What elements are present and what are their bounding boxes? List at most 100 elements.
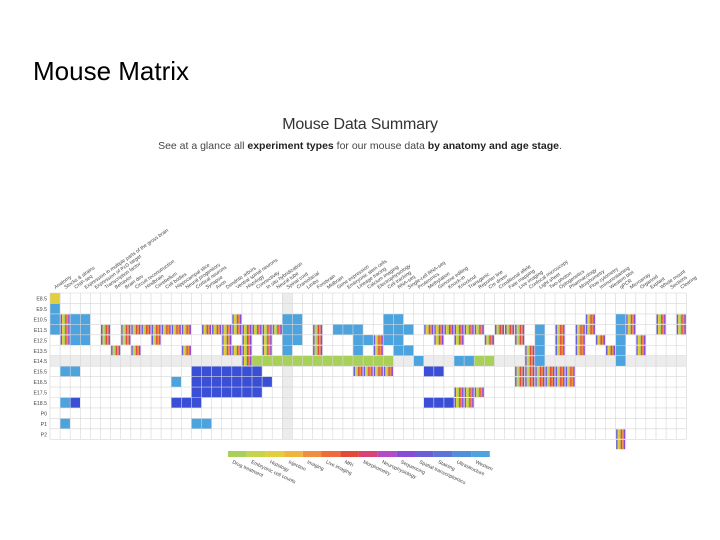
matrix-cell-stripe <box>222 335 224 345</box>
matrix-cell-stripe <box>389 366 392 377</box>
row-label: E17.5 <box>33 391 47 397</box>
matrix-cell-stripe <box>441 324 444 335</box>
matrix-cell-stripe <box>164 324 167 335</box>
matrix-cell-stripe <box>151 324 154 335</box>
matrix-cell-stripe <box>127 324 129 335</box>
matrix-cell-stripe <box>376 335 379 345</box>
matrix-cell-stripe <box>577 324 579 335</box>
matrix-cell-stripe <box>60 335 63 345</box>
matrix-cell-stripe <box>558 335 561 345</box>
matrix-cell-stripe <box>573 366 575 377</box>
legend-swatch <box>284 451 303 457</box>
matrix-cell-stripe <box>616 429 618 439</box>
matrix-cell-stripe <box>117 345 119 356</box>
matrix-cell-stripe <box>189 345 191 356</box>
row-label: E18.5 <box>33 401 47 407</box>
matrix-cell-stripe <box>516 335 519 345</box>
matrix-cell <box>171 376 182 388</box>
matrix-cell <box>191 418 202 429</box>
matrix-cell <box>272 355 283 367</box>
matrix-cell-stripe <box>451 324 454 335</box>
matrix-cell <box>443 397 454 408</box>
matrix-cell-stripe <box>525 377 527 387</box>
matrix-cell-stripe <box>235 345 237 356</box>
matrix-cell-stripe <box>254 324 256 335</box>
matrix-cell-stripe <box>375 345 377 356</box>
matrix-cell-stripe <box>154 335 157 345</box>
matrix-cell-stripe <box>681 314 683 324</box>
matrix-cell <box>191 387 202 398</box>
matrix-cell-stripe <box>460 398 463 408</box>
matrix-cell-stripe <box>499 324 502 335</box>
matrix-cell-stripe <box>480 324 483 335</box>
matrix-cell-stripe <box>105 335 108 345</box>
matrix-cell-stripe <box>181 345 184 356</box>
matrix-cell-stripe <box>148 324 151 335</box>
matrix-cell-stripe <box>682 314 685 324</box>
matrix-cell-stripe <box>440 324 442 335</box>
matrix-cell-stripe <box>603 335 606 345</box>
matrix-cell-stripe <box>246 335 249 345</box>
matrix-cell-stripe <box>459 398 461 408</box>
matrix-cell-stripe <box>435 324 438 335</box>
matrix-cell-stripe <box>245 324 247 335</box>
matrix-cell-stripe <box>502 324 505 335</box>
matrix-cell-stripe <box>267 324 269 335</box>
matrix-cell <box>464 355 475 367</box>
matrix-cell-stripe <box>560 366 562 377</box>
matrix-cell-stripe <box>479 324 481 335</box>
matrix-cell-stripe <box>229 345 232 356</box>
matrix-cell-stripe <box>151 335 154 345</box>
matrix-cell-stripe <box>239 314 242 324</box>
matrix-cell-stripe <box>518 324 520 335</box>
matrix-cell-stripe <box>522 335 525 345</box>
matrix-cell-stripe <box>568 366 571 377</box>
matrix-cell-stripe <box>248 345 251 356</box>
matrix-cell <box>363 334 374 346</box>
matrix-cell-stripe <box>585 324 588 335</box>
matrix-cell-stripe <box>492 335 494 345</box>
matrix-cell-stripe <box>219 324 222 335</box>
matrix-cell-stripe <box>548 366 550 377</box>
matrix-cell-stripe <box>612 345 614 356</box>
matrix-cell <box>302 355 313 367</box>
matrix-cell-stripe <box>536 377 539 387</box>
matrix-cell-stripe <box>366 366 369 377</box>
matrix-cell-stripe <box>189 324 191 335</box>
row-label: E9.5 <box>36 307 47 313</box>
subtitle-emphasis: by anatomy and age stage <box>427 140 560 152</box>
matrix-cell-stripe <box>636 335 638 345</box>
matrix-cell-stripe <box>558 377 561 387</box>
matrix-cell-stripe <box>528 345 530 356</box>
matrix-cell-stripe <box>246 356 249 366</box>
matrix-cell-stripe <box>560 335 562 345</box>
matrix-cell-stripe <box>243 345 246 356</box>
matrix-cell <box>342 324 353 335</box>
matrix-cell-stripe <box>542 377 545 387</box>
matrix-cell-stripe <box>316 335 318 345</box>
matrix-cell-stripe <box>365 366 367 377</box>
matrix-cell-stripe <box>456 398 458 408</box>
row-label: E13.5 <box>33 349 47 355</box>
matrix-cell-stripe <box>457 387 460 397</box>
matrix-cell <box>353 334 364 346</box>
matrix-cell-stripe <box>275 324 278 335</box>
matrix-cell-stripe <box>484 335 487 345</box>
matrix-cell-stripe <box>526 377 529 387</box>
matrix-cell-stripe <box>248 324 251 335</box>
matrix-cell <box>383 324 394 335</box>
matrix-cell-stripe <box>153 324 155 335</box>
matrix-cell <box>615 355 626 367</box>
matrix-cell-stripe <box>226 324 229 335</box>
matrix-cell-stripe <box>102 324 105 335</box>
matrix-cell-stripe <box>676 324 679 335</box>
matrix-cell-stripe <box>489 335 491 345</box>
matrix-cell-stripe <box>622 429 624 439</box>
matrix-cell-stripe <box>583 345 585 356</box>
matrix-cell-stripe <box>676 314 679 324</box>
matrix-cell-stripe <box>319 324 321 335</box>
matrix-cell-stripe <box>242 335 244 345</box>
matrix-cell-stripe <box>373 345 376 356</box>
matrix-cell-stripe <box>472 398 474 408</box>
matrix-cell-stripe <box>469 387 471 397</box>
